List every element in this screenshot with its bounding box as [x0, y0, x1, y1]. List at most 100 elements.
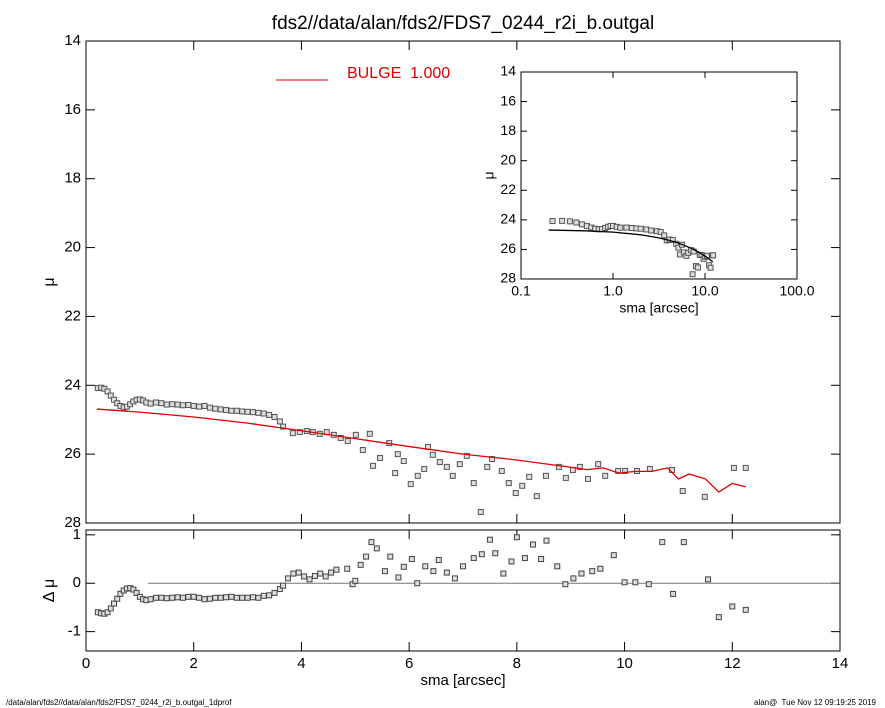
data-point [344, 565, 351, 572]
data-point [107, 605, 114, 612]
y-tick-label: 28 [64, 514, 81, 531]
data-point [542, 472, 549, 479]
data-point [508, 558, 515, 565]
x-tick-label: 12 [724, 655, 741, 672]
data-point [377, 454, 384, 461]
data-point [414, 472, 421, 479]
x-axis-label: sma [arcsec] [420, 672, 505, 689]
data-point [163, 401, 170, 408]
data-point [729, 603, 736, 610]
data-point [352, 431, 359, 438]
data-point [301, 573, 308, 580]
data-point [130, 586, 137, 593]
data-point [357, 561, 364, 568]
y-tick-label: 14 [64, 32, 81, 49]
data-point [394, 451, 401, 458]
data-point [460, 563, 466, 570]
y-tick-label: 22 [500, 181, 516, 197]
data-point [223, 407, 230, 414]
data-point [169, 594, 176, 601]
data-point [436, 459, 443, 466]
data-point [322, 573, 329, 580]
data-point [228, 407, 235, 414]
data-point [328, 569, 335, 576]
data-point [111, 396, 118, 403]
data-point [295, 569, 302, 576]
data-point [190, 402, 197, 409]
data-point [244, 594, 251, 601]
data-point [526, 473, 533, 480]
data-point [206, 595, 213, 602]
data-point [212, 405, 219, 412]
data-point [659, 539, 666, 546]
data-point [317, 570, 324, 577]
data-point [637, 225, 644, 232]
data-point [174, 401, 181, 408]
x-tick-label: 0.1 [511, 283, 531, 299]
data-point [477, 508, 484, 515]
data-point [196, 403, 203, 410]
chart-title: fds2//data/alan/fds2/FDS7_0244_r2i_b.out… [272, 13, 654, 34]
data-point [117, 590, 124, 597]
x-tick-label: 1.0 [603, 283, 623, 299]
data-point [470, 480, 477, 487]
data-point [435, 557, 442, 564]
data-point [239, 408, 246, 415]
data-point [107, 392, 114, 399]
y-tick-label: 24 [500, 211, 516, 227]
data-point [344, 438, 351, 445]
data-point [498, 468, 505, 475]
data-point [359, 447, 366, 454]
data-point [223, 594, 230, 601]
x-tick-label: 0 [82, 655, 90, 672]
data-point [337, 434, 344, 441]
data-point [290, 570, 297, 577]
data-point [632, 579, 639, 586]
data-point [492, 550, 499, 557]
data-point [670, 590, 677, 597]
data-point [280, 582, 287, 589]
data-point [395, 574, 402, 581]
data-point [615, 468, 622, 475]
data-point [513, 534, 520, 541]
data-point [104, 609, 111, 616]
data-point [554, 563, 561, 570]
data-point [680, 539, 687, 546]
data-point [217, 594, 224, 601]
data-point [363, 553, 370, 560]
x-tick-label: 10 [616, 655, 633, 672]
data-point [456, 461, 463, 468]
data-point [742, 606, 749, 613]
data-point [147, 400, 154, 407]
data-point [368, 539, 375, 546]
data-point [370, 462, 377, 469]
data-point [530, 541, 537, 548]
y-tick-label: 16 [500, 92, 516, 108]
data-point [421, 465, 428, 472]
data-point [201, 596, 208, 603]
data-point [669, 236, 676, 243]
y-axis-label: Δ μ [41, 579, 58, 602]
data-point [694, 264, 701, 271]
data-point [133, 589, 140, 596]
model-line [548, 229, 714, 263]
data-point [576, 463, 583, 470]
data-point [147, 596, 154, 603]
data-point [255, 409, 262, 416]
data-point [179, 402, 186, 409]
data-point [284, 575, 291, 582]
data-point [463, 452, 470, 459]
data-point [610, 552, 617, 559]
data-point [705, 576, 712, 583]
data-point [512, 490, 519, 497]
y-tick-label: 1 [73, 526, 81, 543]
data-point [549, 218, 556, 225]
y-tick-label: 26 [500, 240, 516, 256]
data-point [622, 468, 629, 475]
y-tick-label: 20 [64, 239, 81, 256]
data-point [533, 493, 540, 500]
y-tick-label: -1 [68, 623, 81, 640]
data-point [179, 594, 186, 601]
model-line [96, 408, 746, 493]
data-point [249, 409, 256, 416]
